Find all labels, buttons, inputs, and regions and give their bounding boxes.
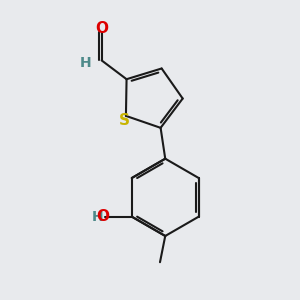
Text: H: H [92,210,103,224]
Text: O: O [95,21,108,36]
Text: S: S [119,113,130,128]
Text: H: H [80,56,91,70]
Text: O: O [97,209,110,224]
